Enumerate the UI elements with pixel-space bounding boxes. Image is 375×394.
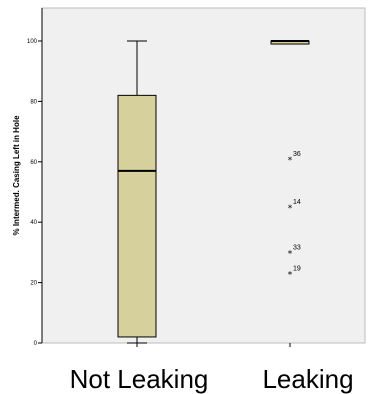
outlier-point: * bbox=[288, 249, 293, 259]
outlier-label: 14 bbox=[293, 199, 301, 206]
outlier-point: * bbox=[288, 156, 293, 166]
y-tick-label: 20 bbox=[30, 281, 37, 287]
box-group bbox=[117, 40, 157, 344]
y-tick-label: 60 bbox=[30, 160, 37, 166]
outlier-label: 33 bbox=[293, 244, 301, 251]
outlier-point: * bbox=[288, 271, 293, 281]
y-tick-label: 0 bbox=[34, 341, 38, 347]
category-label: Not Leaking bbox=[70, 364, 209, 394]
plot-area bbox=[41, 7, 366, 344]
y-axis-title: % Intermed. Casing Left in Hole bbox=[12, 115, 21, 236]
x-axis-ticks bbox=[136, 343, 291, 347]
outlier-label: 19 bbox=[293, 266, 301, 273]
y-tick-label: 100 bbox=[27, 39, 38, 45]
category-label: Leaking bbox=[262, 364, 353, 394]
boxes: *36*14*33*19 bbox=[117, 40, 310, 344]
outlier-label: 36 bbox=[293, 151, 301, 158]
box-group: *36*14*33*19 bbox=[270, 40, 310, 281]
x-axis-category-labels: Not Leaking Leaking bbox=[70, 364, 354, 394]
box bbox=[117, 94, 157, 338]
outlier-point: * bbox=[288, 204, 293, 214]
y-tick-label: 80 bbox=[30, 99, 37, 105]
y-tick-label: 40 bbox=[30, 220, 37, 226]
y-axis-ticks: 0 20 40 60 80 100 bbox=[27, 39, 42, 347]
